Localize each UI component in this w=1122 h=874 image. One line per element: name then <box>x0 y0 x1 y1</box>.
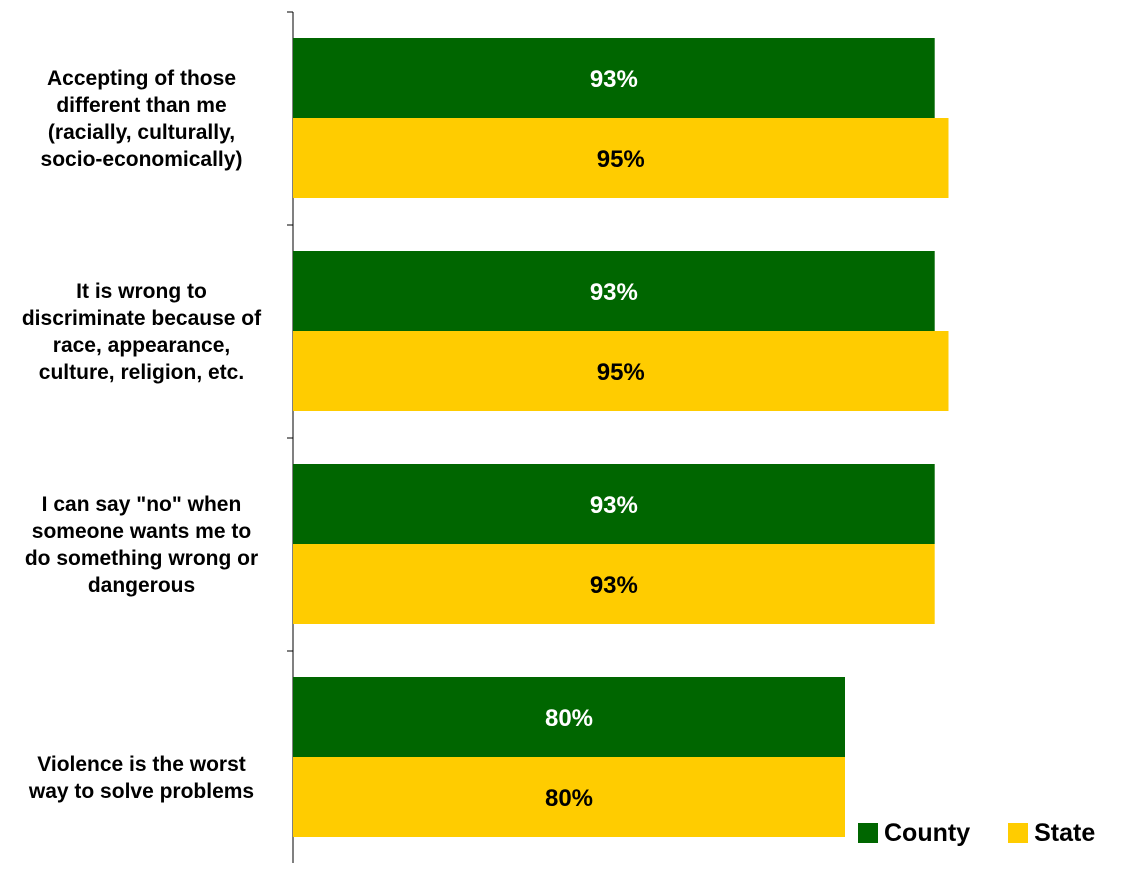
bar-county-2 <box>293 251 935 331</box>
bar-state-4 <box>293 757 845 837</box>
data-label-county-4: 80% <box>545 705 593 732</box>
category-label-1: Accepting of those different than me (ra… <box>40 66 243 171</box>
bar-county-4 <box>293 677 845 757</box>
bar-state-1 <box>293 118 949 198</box>
legend-label-county: County <box>884 818 971 847</box>
data-label-state-3: 93% <box>590 572 638 599</box>
legend-swatch-state <box>1008 823 1029 843</box>
data-label-state-2: 95% <box>597 359 645 386</box>
legend: County State <box>858 813 1095 853</box>
bar-county-1 <box>293 38 935 118</box>
legend-swatch-county <box>858 823 878 843</box>
legend-label-state: State <box>1034 818 1096 847</box>
data-label-county-2: 93% <box>590 279 638 306</box>
bar-state-3 <box>293 544 935 624</box>
category-label-4: Violence is the worst way to solve probl… <box>28 752 255 803</box>
data-label-county-3: 93% <box>590 492 638 519</box>
data-label-state-1: 95% <box>597 146 645 173</box>
category-label-2: It is wrong to discriminate because of r… <box>21 279 262 384</box>
category-label-3: I can say "no" when someone wants me to … <box>24 492 259 597</box>
bar-county-3 <box>293 464 935 544</box>
bar-state-2 <box>293 331 949 411</box>
data-label-state-4: 80% <box>545 785 593 812</box>
data-label-county-1: 93% <box>590 66 638 93</box>
